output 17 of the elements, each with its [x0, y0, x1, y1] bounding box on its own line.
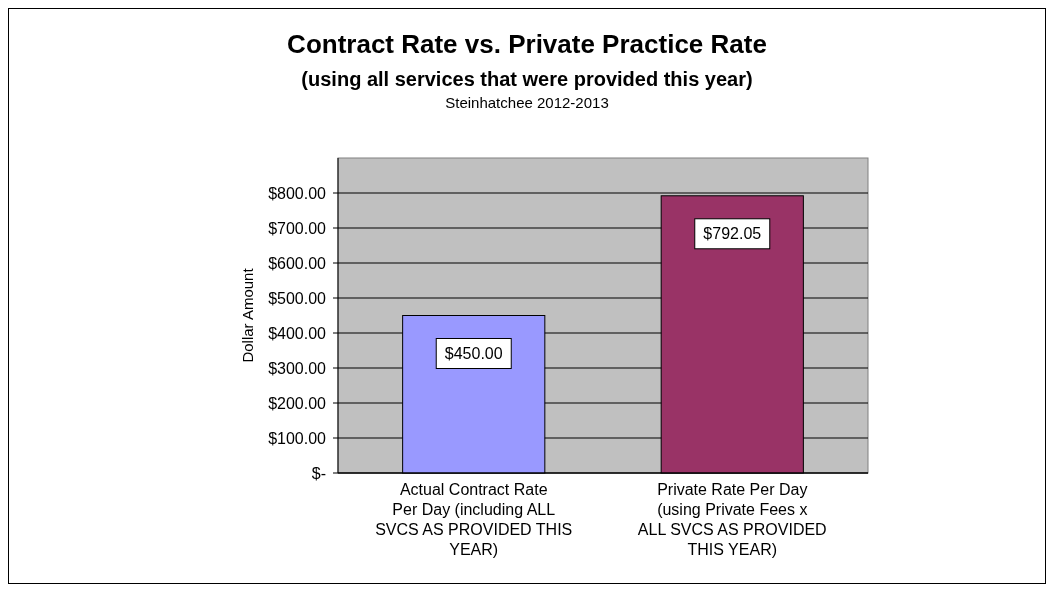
data-label: $450.00: [444, 345, 503, 363]
y-tick-label: $200.00: [268, 394, 327, 412]
x-tick-label: Private Rate Per Day (using Private Fees x ALL SVCS AS PROVIDED THIS YEAR): [637, 481, 827, 558]
y-tick-label: $600.00: [268, 254, 327, 272]
y-tick-label: $700.00: [268, 219, 327, 237]
data-label: $792.05: [703, 225, 762, 243]
x-tick-label: Actual Contract Rate Per Day (including ALL SVCS AS PROVIDED THIS YEAR): [375, 481, 573, 558]
y-tick-label: $300.00: [268, 359, 327, 377]
y-tick-label: $-: [311, 464, 326, 482]
chart-title: Contract Rate vs. Private Practice Rate: [287, 29, 767, 59]
chart-subtitle: (using all services that were provided this year): [301, 68, 753, 90]
y-tick-label: $500.00: [268, 289, 327, 307]
y-tick-label: $400.00: [268, 324, 327, 342]
y-tick-label: $800.00: [268, 184, 327, 202]
y-axis-title: Dollar Amount: [239, 267, 256, 363]
text: Steinhatchee 2012-2013: [445, 94, 609, 111]
y-tick-label: $100.00: [268, 429, 327, 447]
